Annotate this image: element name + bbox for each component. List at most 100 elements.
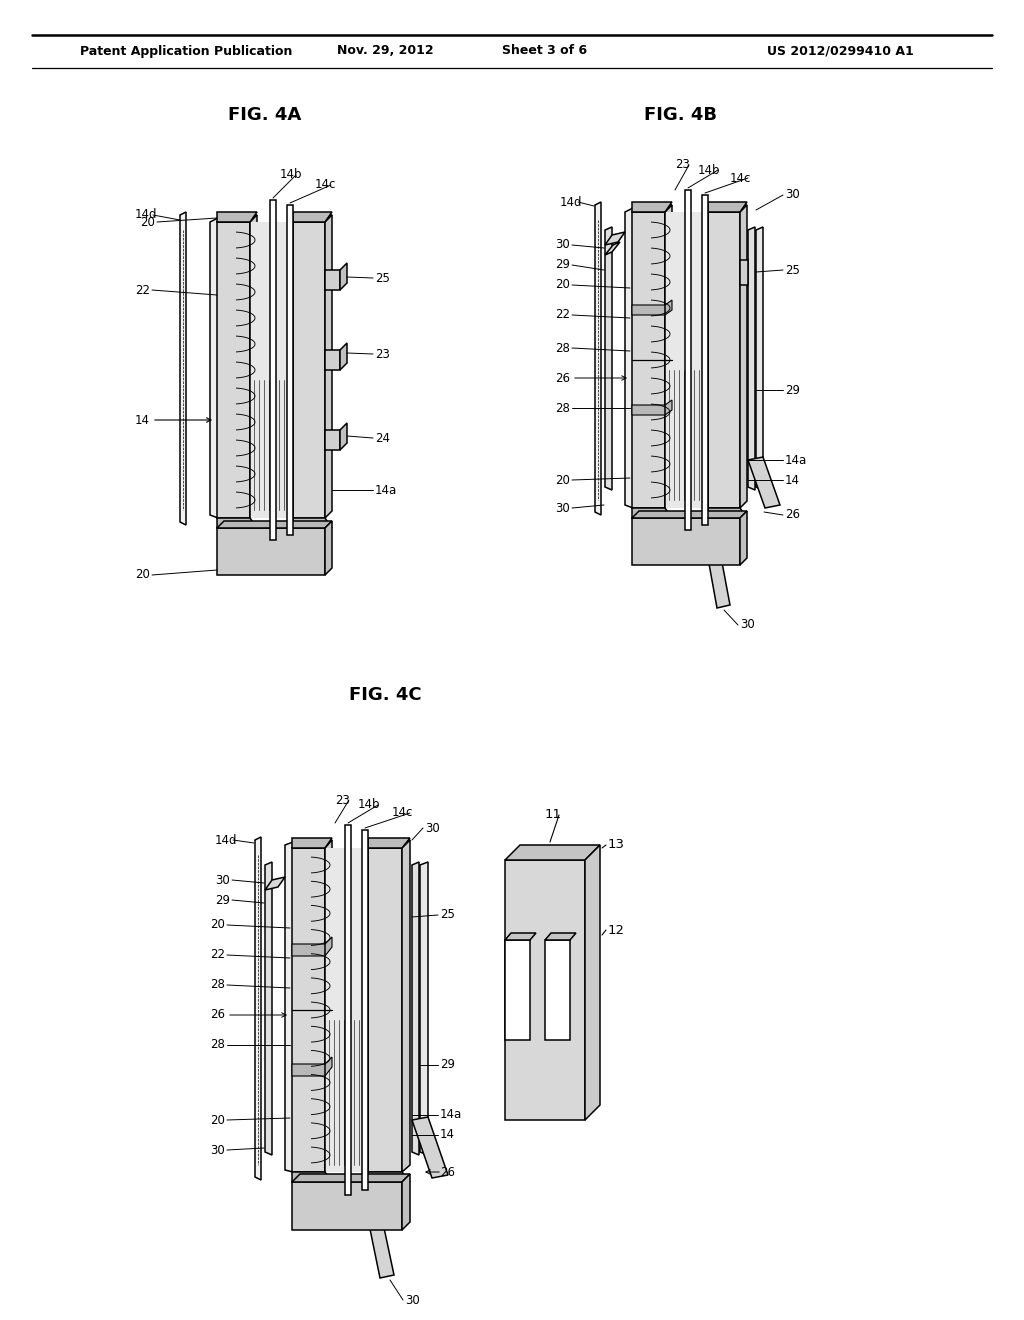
Polygon shape [325, 271, 340, 290]
Polygon shape [265, 862, 272, 1155]
Polygon shape [255, 837, 261, 1180]
Polygon shape [368, 840, 410, 847]
Text: 14: 14 [440, 1129, 455, 1142]
Polygon shape [368, 847, 402, 1172]
Text: 26: 26 [440, 1166, 455, 1179]
Text: 26: 26 [210, 1008, 225, 1022]
Polygon shape [595, 202, 601, 515]
Polygon shape [740, 205, 746, 508]
Text: 14d: 14d [215, 833, 238, 846]
Polygon shape [368, 838, 410, 847]
Text: FIG. 4C: FIG. 4C [349, 686, 421, 704]
Polygon shape [362, 1191, 394, 1278]
Text: 30: 30 [425, 821, 439, 834]
Polygon shape [505, 861, 585, 1119]
Text: 14a: 14a [785, 454, 807, 466]
Polygon shape [293, 213, 332, 222]
Polygon shape [702, 195, 708, 525]
Text: 20: 20 [140, 215, 155, 228]
Polygon shape [545, 933, 575, 940]
Text: 24: 24 [375, 432, 390, 445]
Text: 28: 28 [555, 401, 570, 414]
Polygon shape [632, 511, 746, 517]
Text: 29: 29 [555, 259, 570, 272]
Polygon shape [632, 400, 672, 414]
Text: 14d: 14d [135, 209, 158, 222]
Text: 25: 25 [375, 272, 390, 285]
Text: 13: 13 [608, 838, 625, 851]
Text: 20: 20 [135, 569, 150, 582]
Text: 14: 14 [785, 474, 800, 487]
Text: 22: 22 [555, 309, 570, 322]
Text: 14d: 14d [560, 195, 583, 209]
Text: 30: 30 [785, 189, 800, 202]
Polygon shape [632, 517, 740, 565]
Text: 14: 14 [135, 413, 150, 426]
Text: 12: 12 [608, 924, 625, 936]
Polygon shape [632, 213, 665, 508]
Text: FIG. 4B: FIG. 4B [643, 106, 717, 124]
Polygon shape [292, 1057, 332, 1076]
Polygon shape [265, 876, 285, 890]
Polygon shape [685, 190, 691, 531]
Polygon shape [292, 1173, 410, 1181]
Text: 14b: 14b [698, 164, 721, 177]
Text: 23: 23 [675, 158, 690, 172]
Text: 14a: 14a [440, 1109, 462, 1122]
Polygon shape [292, 1172, 332, 1181]
Text: 29: 29 [215, 894, 230, 907]
Text: Nov. 29, 2012: Nov. 29, 2012 [337, 45, 433, 58]
Polygon shape [625, 209, 633, 508]
Text: 14a: 14a [375, 483, 397, 496]
Text: 22: 22 [210, 949, 225, 961]
Polygon shape [345, 825, 351, 1195]
Polygon shape [402, 840, 410, 1172]
Text: Sheet 3 of 6: Sheet 3 of 6 [503, 45, 588, 58]
Polygon shape [292, 1181, 402, 1230]
Polygon shape [217, 222, 250, 517]
Polygon shape [340, 422, 347, 450]
Text: 14b: 14b [280, 169, 302, 181]
Polygon shape [665, 213, 708, 508]
Polygon shape [402, 1173, 410, 1230]
Polygon shape [505, 933, 536, 940]
Polygon shape [632, 202, 672, 213]
Polygon shape [293, 215, 332, 222]
Text: 14b: 14b [358, 799, 381, 812]
Text: 29: 29 [785, 384, 800, 396]
Polygon shape [325, 840, 332, 1172]
Text: 30: 30 [406, 1294, 420, 1307]
Polygon shape [505, 940, 530, 1040]
Polygon shape [325, 215, 332, 517]
Polygon shape [292, 847, 325, 1172]
Text: 30: 30 [210, 1143, 225, 1156]
Polygon shape [756, 227, 763, 490]
Text: 30: 30 [555, 239, 570, 252]
Text: 20: 20 [555, 279, 570, 292]
Polygon shape [340, 343, 347, 370]
Text: 25: 25 [440, 908, 455, 921]
Polygon shape [740, 260, 748, 285]
Polygon shape [748, 457, 780, 508]
Polygon shape [412, 1117, 449, 1177]
Text: US 2012/0299410 A1: US 2012/0299410 A1 [767, 45, 913, 58]
Text: 30: 30 [555, 502, 570, 515]
Polygon shape [292, 838, 332, 847]
Polygon shape [217, 528, 325, 576]
Text: 25: 25 [785, 264, 800, 276]
Polygon shape [210, 218, 218, 517]
Polygon shape [325, 430, 340, 450]
Polygon shape [740, 511, 746, 565]
Text: 26: 26 [555, 371, 570, 384]
Polygon shape [217, 517, 257, 528]
Polygon shape [702, 525, 730, 609]
Polygon shape [605, 227, 612, 490]
Polygon shape [217, 215, 257, 222]
Polygon shape [708, 202, 746, 213]
Polygon shape [325, 350, 340, 370]
Polygon shape [292, 937, 332, 956]
Text: 29: 29 [440, 1059, 455, 1072]
Text: 30: 30 [740, 619, 755, 631]
Polygon shape [292, 840, 332, 847]
Polygon shape [285, 842, 293, 1172]
